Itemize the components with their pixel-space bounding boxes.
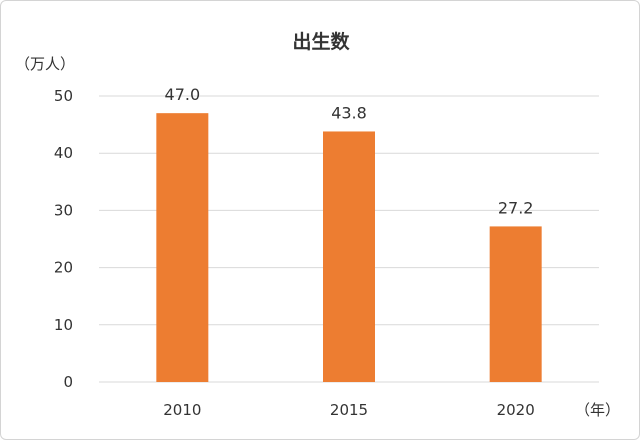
chart-title: 出生数 [292, 31, 350, 53]
data-labels: 47.0 43.8 27.2 [165, 85, 534, 217]
y-tick-label: 50 [54, 87, 73, 105]
x-axis-unit-label: （年） [575, 401, 621, 419]
y-tick-label: 30 [54, 201, 73, 219]
bar-2020 [489, 226, 542, 382]
y-tick-label: 10 [54, 316, 73, 334]
x-tick-labels: 2010 2015 2020 [163, 401, 535, 419]
bar-2015 [323, 131, 375, 382]
x-tick-label: 2010 [163, 401, 201, 419]
data-label: 27.2 [498, 198, 534, 217]
y-tick-labels: 0 10 20 30 40 50 [54, 87, 73, 391]
y-tick-label: 20 [54, 259, 73, 277]
y-axis-unit-label: （万人） [15, 55, 76, 73]
bars [156, 113, 542, 382]
x-tick-label: 2015 [330, 401, 368, 419]
data-label: 47.0 [165, 85, 201, 104]
y-tick-label: 0 [63, 373, 73, 391]
y-tick-label: 40 [54, 144, 73, 162]
data-label: 43.8 [331, 103, 367, 122]
bar-2010 [156, 113, 209, 382]
x-tick-label: 2020 [497, 401, 535, 419]
